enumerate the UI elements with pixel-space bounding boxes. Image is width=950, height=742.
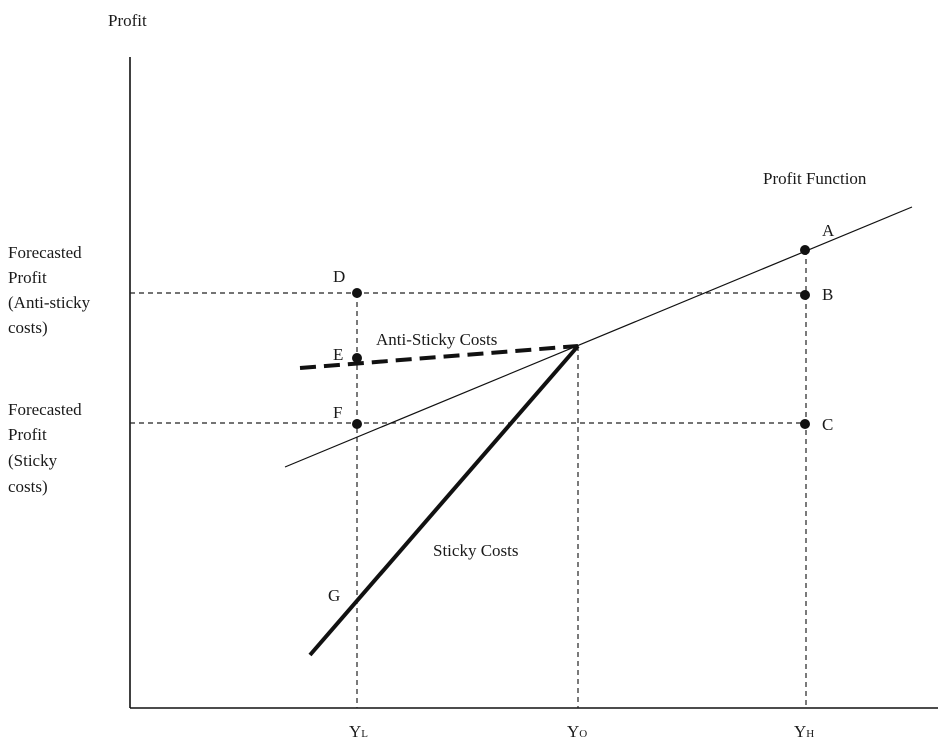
point-a-label: A: [822, 221, 835, 240]
sticky-costs-line: [308, 344, 580, 657]
sticky-forecast-label: Forecasted Profit (Sticky costs): [8, 400, 82, 496]
x-tick-yl: YL: [349, 722, 368, 741]
x-tick-yh: YH: [794, 722, 814, 741]
point-f-marker: [352, 419, 362, 429]
anti-sticky-costs-label: Anti-Sticky Costs: [376, 330, 497, 349]
point-c-marker: [800, 419, 810, 429]
point-e-marker: [352, 353, 362, 363]
point-b-marker: [800, 290, 810, 300]
x-tick-yl-main: Y: [349, 722, 361, 741]
anti-sticky-forecast-line-4: costs): [8, 318, 48, 337]
y-axis-title: Profit: [108, 11, 147, 30]
point-e-label: E: [333, 345, 343, 364]
x-tick-yo: YO: [567, 722, 587, 741]
point-d-label: D: [333, 267, 345, 286]
x-tick-yo-main: Y: [567, 722, 579, 741]
anti-sticky-forecast-line-1: Forecasted: [8, 243, 82, 262]
point-a-marker: [800, 245, 810, 255]
sticky-forecast-line-4: costs): [8, 477, 48, 496]
x-tick-yh-main: Y: [794, 722, 806, 741]
point-b-label: B: [822, 285, 833, 304]
x-tick-yl-sub: L: [361, 728, 368, 740]
anti-sticky-forecast-label: Forecasted Profit (Anti-sticky costs): [8, 243, 91, 337]
point-d-marker: [352, 288, 362, 298]
sticky-forecast-line-2: Profit: [8, 425, 47, 444]
sticky-forecast-line-3: (Sticky: [8, 451, 58, 470]
anti-sticky-forecast-line-3: (Anti-sticky: [8, 293, 91, 312]
x-tick-yh-sub: H: [806, 728, 814, 740]
anti-sticky-forecast-line-2: Profit: [8, 268, 47, 287]
profit-function-label: Profit Function: [763, 169, 867, 188]
point-c-label: C: [822, 415, 833, 434]
x-tick-yo-sub: O: [579, 728, 587, 740]
point-f-label: F: [333, 403, 342, 422]
point-g-label: G: [328, 586, 340, 605]
sticky-costs-label: Sticky Costs: [433, 541, 519, 560]
sticky-forecast-line-1: Forecasted: [8, 400, 82, 419]
